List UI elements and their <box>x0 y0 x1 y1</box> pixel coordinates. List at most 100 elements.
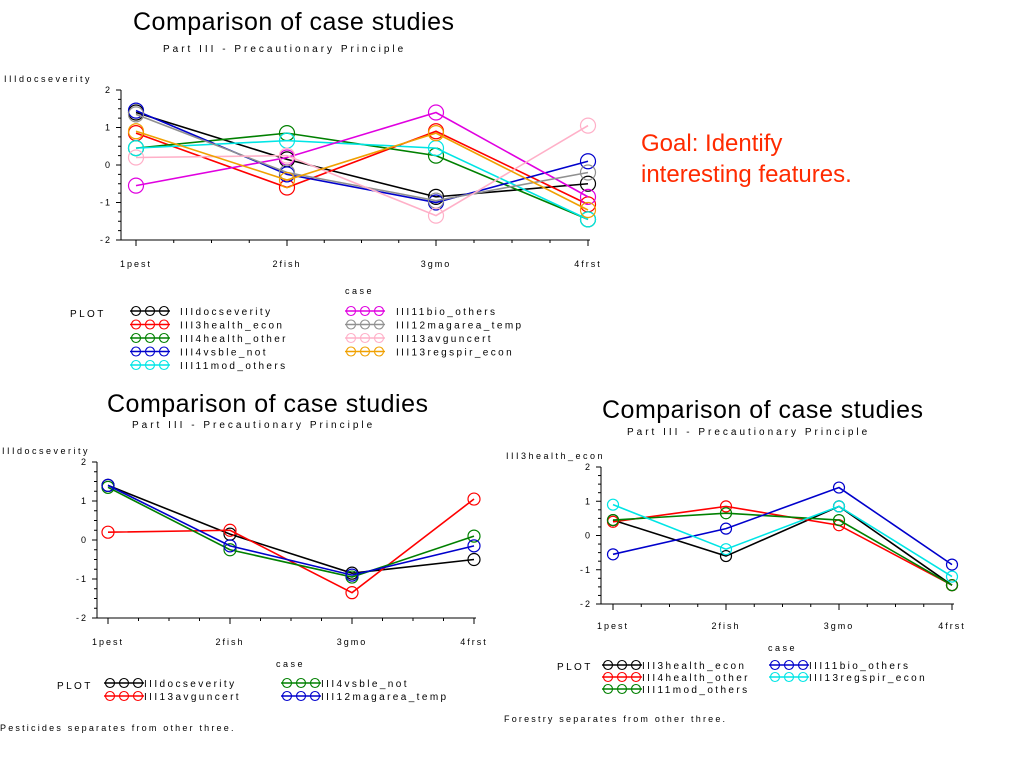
chart-subtitle: Part III - Precautionary Principle <box>627 427 870 438</box>
legend-label: III3health_econ <box>642 661 746 672</box>
legend-marker <box>132 677 144 689</box>
chart-3: Comparison of case studies Part III - Pre… <box>504 396 964 724</box>
legend-marker <box>359 346 371 357</box>
y-tick-label: 2 <box>81 457 88 467</box>
legend-item: IIIdocseverity <box>130 305 270 318</box>
x-tick-label: 1pest <box>597 621 629 631</box>
goal-line-2: interesting features. <box>641 161 852 188</box>
legend-item: III4health_other <box>602 671 750 684</box>
x-tick-label: 2fish <box>711 621 740 631</box>
legend-marker <box>130 319 142 330</box>
data-point <box>719 549 733 563</box>
legend-item: III13regspir_econ <box>345 346 512 359</box>
legend-marker <box>118 677 130 689</box>
x-tick-label: 3gmo <box>824 621 855 631</box>
legend-marker <box>118 690 130 702</box>
series-line <box>612 505 953 586</box>
legend-label: III12magarea_temp <box>321 692 449 703</box>
goal-callout: Goal: Identify interesting features. <box>641 128 941 190</box>
y-tick-label: 0 <box>81 535 88 545</box>
legend-marker <box>281 677 293 689</box>
legend-marker <box>630 671 642 683</box>
data-point <box>606 498 620 511</box>
legend-marker <box>783 659 795 671</box>
x-tick-label: 4frst <box>574 259 602 269</box>
legend-marker <box>797 659 809 671</box>
legend-marker <box>359 319 371 330</box>
series-line <box>612 486 953 566</box>
series-III4health_other <box>127 125 597 228</box>
legend-marker <box>602 659 614 671</box>
legend-marker <box>281 690 293 702</box>
legend-title: PLOT <box>57 681 93 692</box>
legend-label: III4health_other <box>180 334 288 345</box>
data-point <box>832 500 846 513</box>
legend-item: III11bio_others <box>345 305 495 318</box>
chart-subtitle: Part III - Precautionary Principle <box>132 420 375 431</box>
data-point <box>427 188 445 205</box>
data-point <box>223 543 237 557</box>
legend-marker <box>373 332 385 344</box>
y-tick-label: 1 <box>105 123 112 133</box>
legend-marker <box>158 332 170 344</box>
data-point <box>278 171 296 189</box>
y-axis-label: III3health_econ <box>506 451 605 461</box>
legend-item: III13avguncert <box>345 332 493 345</box>
legend-item: III11mod_others <box>130 359 285 372</box>
legend-marker <box>130 359 142 371</box>
legend-marker <box>359 332 371 344</box>
series-line <box>135 130 589 211</box>
data-point <box>127 149 145 166</box>
legend-title: PLOT <box>70 309 106 320</box>
series-line <box>612 505 953 586</box>
chart-2: Comparison of case studies Part III - Pre… <box>0 390 488 733</box>
legend-item: III11mod_others <box>602 683 747 696</box>
data-point <box>278 147 296 164</box>
legend-marker <box>797 671 809 683</box>
legend-marker <box>158 305 170 317</box>
legend-marker <box>144 359 156 371</box>
data-point <box>127 140 145 157</box>
y-tick-label: -2 <box>580 599 592 609</box>
chart-note: Pesticides separates from other three. <box>0 723 236 733</box>
data-point <box>127 102 145 119</box>
series-III4health_other <box>606 500 959 592</box>
legend-marker <box>783 671 795 683</box>
series-III13avguncert <box>101 492 481 600</box>
data-point <box>579 153 597 170</box>
y-tick-label: -2 <box>76 613 88 623</box>
series-III13avguncert <box>127 117 597 224</box>
y-tick-label: 0 <box>585 531 592 541</box>
legend-label: III4vsble_not <box>180 348 268 359</box>
legend-item: III13avguncert <box>104 690 239 703</box>
legend-marker <box>144 346 156 357</box>
series-line <box>135 139 589 221</box>
y-tick-label: -2 <box>100 235 112 245</box>
data-point <box>345 586 359 600</box>
legend-marker <box>616 683 628 695</box>
data-point <box>127 123 145 140</box>
legend-marker <box>602 671 614 683</box>
legend-label: III3health_econ <box>180 321 284 332</box>
data-point <box>606 548 620 561</box>
legend-label: III13avguncert <box>396 334 493 345</box>
data-point <box>427 125 445 142</box>
legend-label: III4health_other <box>642 673 750 684</box>
chart-subtitle: Part III - Precautionary Principle <box>163 44 406 55</box>
data-point <box>579 175 597 192</box>
data-point <box>945 579 959 592</box>
x-tick-label: 1pest <box>120 259 152 269</box>
legend-label: IIIdocseverity <box>144 679 237 690</box>
legend-marker <box>373 319 385 330</box>
chart-note: Forestry separates from other three. <box>504 714 727 724</box>
legend-marker <box>144 332 156 344</box>
series-III13regspir_econ <box>127 123 597 219</box>
data-point <box>101 525 115 539</box>
series-III11mod_others <box>606 507 959 592</box>
series-line <box>107 484 475 576</box>
legend-marker <box>309 690 321 702</box>
series-III12magarea_temp <box>101 478 481 582</box>
data-point <box>832 513 846 527</box>
x-tick-label: 4frst <box>460 637 488 647</box>
